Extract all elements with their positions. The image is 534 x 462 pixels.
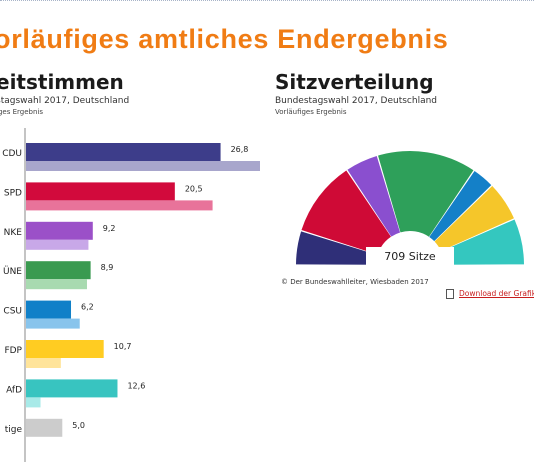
value-label: 5,0: [72, 421, 85, 430]
sitzverteilung-note: Vorläufiges Ergebnis: [275, 108, 347, 116]
bar-current: [26, 221, 93, 240]
bar-previous: [26, 358, 61, 368]
category-label: SPD: [4, 188, 22, 198]
bar-current: [26, 143, 221, 161]
bar-previous: [26, 318, 80, 329]
document-icon: [446, 289, 454, 299]
seat-slice: [434, 186, 514, 252]
bar-previous: [26, 200, 213, 211]
bar-current: [26, 418, 63, 437]
bar-current: [26, 261, 91, 280]
value-label: 20,5: [185, 184, 203, 193]
zweitstimmen-bar-chart: CDU 26,8 SPD 20,5 NKE 9,2 ÜNE 8,9 CSU 6,2 FDP 10,7 A…: [2, 128, 260, 462]
category-label: AfD: [6, 385, 22, 395]
category-label: tige: [5, 425, 23, 435]
zweitstimmen-note: iges Ergebnis: [0, 108, 43, 116]
value-label: 12,6: [127, 381, 145, 390]
value-label: 10,7: [114, 342, 132, 351]
category-label: FDP: [4, 346, 22, 356]
download-link[interactable]: Download der Grafik a: [446, 289, 534, 299]
top-dotted-border: [0, 0, 534, 3]
category-label: ÜNE: [3, 266, 22, 277]
value-label: 6,2: [81, 303, 94, 312]
bar-current: [26, 379, 118, 398]
bar-previous: [26, 239, 89, 250]
zweitstimmen-title: eitstimmen: [0, 70, 124, 94]
bar-previous: [26, 279, 87, 290]
category-label: CSU: [3, 307, 22, 317]
seat-slice: [301, 170, 391, 255]
bar-previous: [26, 397, 41, 408]
value-label: 9,2: [103, 224, 116, 233]
page-headline: orläufiges amtliches Endergebnis: [0, 24, 449, 54]
sitzverteilung-semicircle-chart: 709 Sitze: [296, 151, 524, 265]
center-label-background: [366, 247, 454, 265]
seat-slice: [429, 171, 492, 242]
sitzverteilung-subtitle: Bundestagswahl 2017, Deutschland: [275, 96, 438, 106]
seat-slice: [296, 231, 378, 265]
seat-slice: [347, 155, 401, 237]
seat-slice: [378, 151, 474, 237]
value-label: 8,9: [101, 263, 114, 272]
value-label: 26,8: [231, 145, 249, 154]
bar-current: [26, 182, 175, 201]
zweitstimmen-subtitle: stagswahl 2017, Deutschland: [0, 96, 130, 106]
copyright-credit: © Der Bundeswahlleiter, Wiesbaden 2017: [281, 278, 429, 286]
bar-previous: [26, 161, 260, 171]
category-label: CDU: [2, 149, 22, 159]
seat-slice: [441, 219, 524, 265]
seat-total-label: 709 Sitze: [384, 250, 436, 263]
bar-current: [26, 300, 72, 319]
sitzverteilung-title: Sitzverteilung: [275, 70, 434, 94]
bar-current: [26, 340, 104, 358]
download-label: Download der Grafik a: [459, 289, 534, 298]
category-label: NKE: [4, 228, 23, 238]
